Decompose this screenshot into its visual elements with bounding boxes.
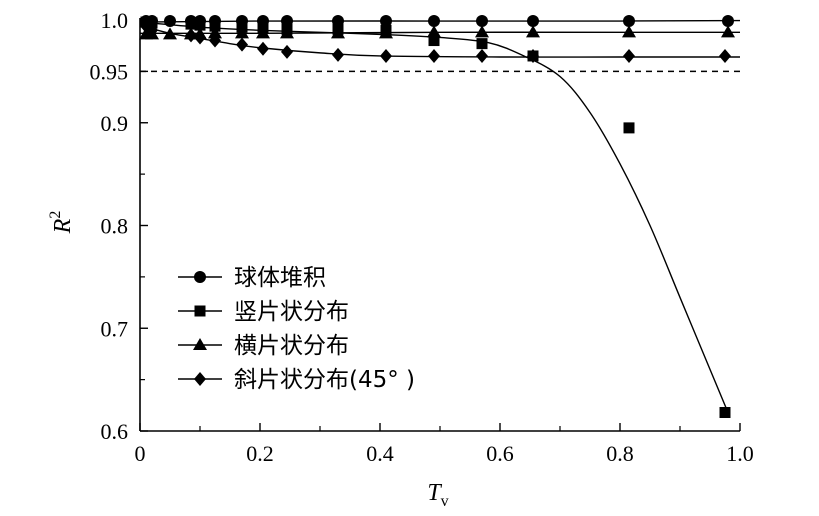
- series-square-point: [428, 35, 440, 47]
- series-square-point: [623, 122, 635, 134]
- x-tick-label: 1.0: [726, 441, 754, 466]
- series-diamond-point: [194, 30, 206, 45]
- series-circle-point: [722, 15, 734, 28]
- legend-diamond-marker: [194, 372, 206, 386]
- x-axis-label: Tv: [427, 480, 448, 510]
- y-tick-label: 0.95: [90, 59, 129, 84]
- legend-triangle-marker: [193, 338, 207, 350]
- series-diamond-point: [185, 28, 197, 43]
- series-triangle-point: [256, 26, 270, 39]
- legend-label: 横片状分布: [234, 333, 349, 359]
- x-tick-label: 0.8: [606, 441, 634, 466]
- y-axis-ticks: 0.6 0.7 0.8 0.9 0.95 1.0: [90, 8, 148, 444]
- x-tick-label: 0: [135, 441, 146, 466]
- series-diamond-point: [281, 44, 293, 59]
- series-diamond-point: [623, 48, 635, 63]
- y-axis-label: R2: [47, 211, 76, 235]
- series-markers: [139, 15, 735, 419]
- x-axis-ticks: 0 0.2 0.4 0.6 0.8 1.0: [135, 423, 754, 466]
- series-triangle-point: [331, 26, 345, 39]
- series-square-point: [194, 19, 206, 31]
- series-diamond-point: [719, 48, 731, 63]
- x-tick-label: 0.4: [366, 441, 394, 466]
- series-triangle-point: [526, 25, 540, 38]
- series-diamond-point: [236, 37, 248, 52]
- series-diamond-line: [139, 24, 740, 58]
- series-diamond-point: [146, 23, 158, 38]
- x-tick-label: 0.2: [246, 441, 274, 466]
- y-tick-label: 1.0: [101, 8, 129, 33]
- series-triangle-point: [721, 25, 735, 38]
- series-circle-point: [428, 15, 440, 28]
- series-triangle-point: [208, 26, 222, 39]
- series-circle-point: [380, 15, 392, 28]
- series-triangle-point: [379, 26, 393, 39]
- series-triangle-point: [475, 25, 489, 38]
- series-circle-point: [164, 15, 176, 28]
- series-triangle-point: [280, 26, 294, 39]
- series-triangle-point: [163, 27, 177, 40]
- series-circle-point: [527, 15, 539, 28]
- y-tick-label: 0.7: [101, 316, 129, 341]
- series-diamond-point: [476, 48, 488, 63]
- y-tick-label: 0.6: [101, 419, 129, 444]
- series-square-point: [209, 20, 221, 32]
- x-tick-label: 0.6: [486, 441, 514, 466]
- legend-square-marker: [194, 305, 206, 317]
- legend-label: 球体堆积: [234, 265, 326, 291]
- series-circle-line: [139, 19, 741, 23]
- legend-circle-marker: [194, 271, 206, 283]
- series-circle-point: [623, 15, 635, 28]
- series-triangle-point: [235, 26, 249, 39]
- series-square-line: [139, 21, 729, 413]
- series-diamond-point: [527, 48, 539, 63]
- series-diamond-point: [257, 41, 269, 56]
- series-square-point: [185, 18, 197, 30]
- y-tick-label: 0.9: [101, 111, 129, 136]
- series-diamond-point: [332, 47, 344, 62]
- series-square-point: [146, 17, 158, 29]
- series-diamond-point: [209, 33, 221, 48]
- y-tick-label: 0.8: [101, 214, 129, 239]
- legend-label: 斜片状分布(45° ): [234, 367, 415, 393]
- legend-label: 竖片状分布: [234, 299, 349, 325]
- series-triangle-point: [622, 25, 636, 38]
- series-diamond-point: [428, 48, 440, 63]
- series-triangle-point: [427, 25, 441, 38]
- series-diamond-point: [380, 48, 392, 63]
- series-triangle-line: [139, 31, 740, 35]
- series-square-point: [719, 407, 731, 419]
- series-curves: [139, 19, 741, 413]
- series-square-point: [476, 38, 488, 50]
- series-circle-point: [476, 15, 488, 28]
